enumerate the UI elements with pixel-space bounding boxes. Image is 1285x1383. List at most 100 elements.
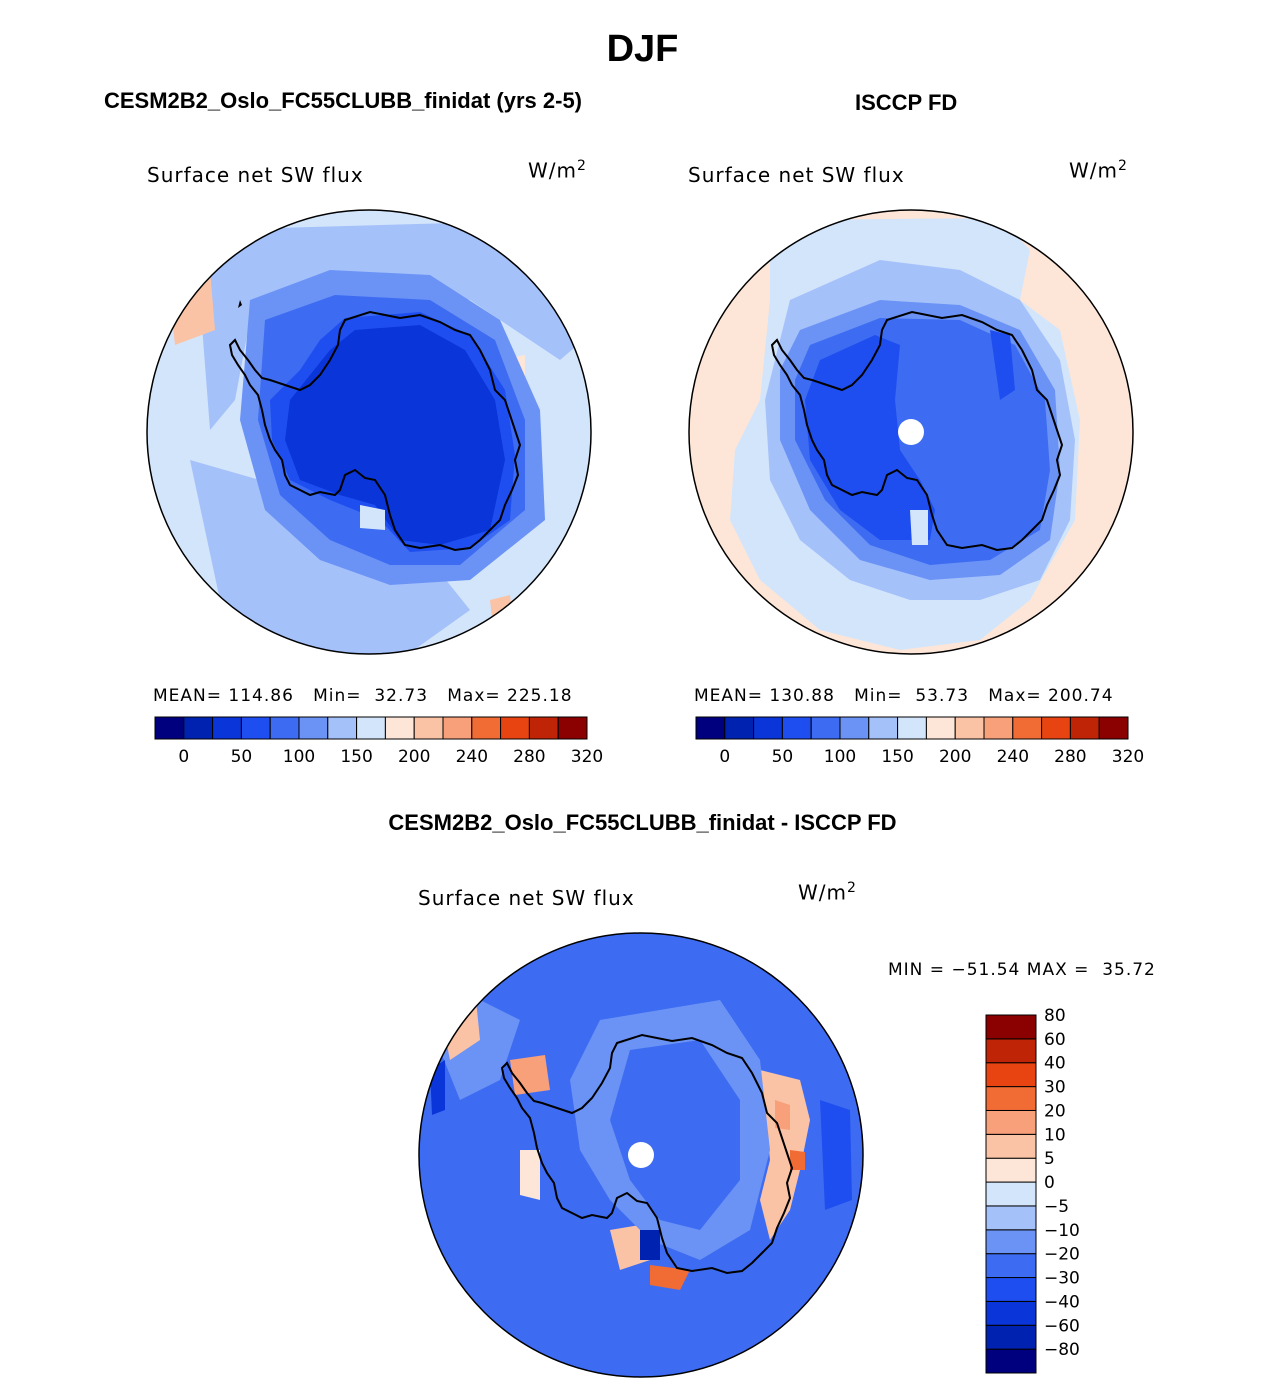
colorbar1-swatch: [471, 716, 502, 740]
colorbar3-tick-label: 10: [1044, 1125, 1066, 1145]
colorbar3-swatch: [985, 1157, 1037, 1183]
colorbar2-swatch: [1098, 716, 1129, 740]
colorbar3-tick-label: 80: [1044, 1006, 1066, 1026]
colorbar3-tick-label: −5: [1044, 1197, 1069, 1217]
colorbar1-swatch: [557, 716, 588, 740]
colorbar3-swatch: [985, 1086, 1037, 1111]
colorbar2-swatch: [810, 716, 841, 740]
colorbar1-swatch: [356, 716, 386, 740]
colorbar3-tick-label: −20: [1044, 1245, 1080, 1265]
page-title: DJF: [606, 28, 679, 70]
colorbar2-swatch: [839, 716, 870, 740]
colorbar2-tick-label: 150: [881, 747, 913, 767]
colorbar2-swatch: [781, 716, 812, 740]
colorbar3-swatch: [985, 1062, 1037, 1088]
colorbar2-swatch: [724, 716, 755, 740]
colorbar2-swatch: [897, 716, 927, 740]
panel3-units: W/m2: [798, 880, 857, 905]
colorbar3-tick-label: 40: [1044, 1054, 1066, 1074]
colorbar2-swatch: [983, 716, 1014, 740]
panel1-title: CESM2B2_Oslo_FC55CLUBB_finidat (yrs 2-5): [104, 88, 583, 113]
colorbar3-tick-label: 30: [1044, 1078, 1066, 1098]
colorbar1-tick-label: 0: [178, 747, 189, 767]
colorbar3-tick-label: 0: [1044, 1173, 1055, 1193]
colorbar2-tick-label: 280: [1054, 747, 1086, 767]
colorbar1-swatch: [528, 716, 559, 740]
colorbar2-swatch: [954, 716, 985, 740]
colorbar1-swatch: [500, 716, 530, 740]
panel3-title: CESM2B2_Oslo_FC55CLUBB_finidat - ISCCP F…: [388, 810, 897, 835]
colorbar1-swatch: [442, 716, 473, 740]
colorbar3-tick-label: −40: [1044, 1292, 1080, 1312]
panel2-title: ISCCP FD: [855, 90, 958, 115]
colorbar1-tick-label: 200: [398, 747, 430, 767]
colorbar3-swatch: [985, 1181, 1037, 1207]
map-panel2: [688, 209, 1134, 655]
colorbar3-swatch: [985, 1277, 1037, 1302]
panel1-units: W/m2: [528, 158, 587, 183]
panel1-min: 32.73: [374, 686, 429, 706]
colorbar1-swatch: [212, 716, 242, 740]
panel2-mean: 130.88: [769, 686, 835, 706]
colorbar3-swatch: [985, 1253, 1037, 1279]
panel1-variable-label: Surface net SW flux: [147, 163, 364, 187]
panel2-max: 200.74: [1048, 686, 1114, 706]
colorbar3-swatch: [985, 1109, 1037, 1135]
colorbar-panel1: 0 50 100 150 200 240 280 320: [154, 716, 603, 767]
panel3-stats: MIN = −51.54 MAX = 35.72: [888, 960, 1156, 980]
colorbar1-tick-label: 240: [456, 747, 488, 767]
colorbar2-tick-label: 0: [719, 747, 730, 767]
colorbar2-swatch: [1041, 716, 1071, 740]
panel1-stats: MEAN= 114.86 Min= 32.73 Max= 225.18: [153, 686, 573, 706]
colorbar3-swatch: [985, 1324, 1037, 1350]
colorbar2-swatch: [868, 716, 899, 740]
panel1-mean: 114.86: [228, 686, 294, 706]
colorbar2-swatch: [1012, 716, 1043, 740]
panel2-stats: MEAN= 130.88 Min= 53.73 Max= 200.74: [694, 686, 1114, 706]
colorbar3-tick-label: −60: [1044, 1316, 1080, 1336]
panel2-min: 53.73: [915, 686, 970, 706]
colorbar3-swatch: [985, 1038, 1037, 1064]
colorbar3-tick-label: −30: [1044, 1269, 1080, 1289]
colorbar2-swatch: [925, 716, 956, 740]
colorbar3-swatch: [985, 1229, 1037, 1255]
colorbar1-swatch: [240, 716, 271, 740]
colorbar1-tick-label: 50: [231, 747, 253, 767]
colorbar2-tick-label: 100: [824, 747, 856, 767]
panel3-min: −51.54: [951, 960, 1021, 980]
map-panel3: [418, 932, 864, 1378]
colorbar1-swatch: [327, 716, 358, 740]
colorbar1-tick-label: 100: [283, 747, 315, 767]
colorbar3-swatch: [985, 1348, 1037, 1374]
colorbar1-tick-label: 150: [340, 747, 372, 767]
colorbar2-tick-label: 200: [939, 747, 971, 767]
panel1-max: 225.18: [507, 686, 573, 706]
colorbar2-tick-label: 240: [997, 747, 1029, 767]
colorbar3-tick-label: −10: [1044, 1221, 1080, 1241]
panel3-variable-label: Surface net SW flux: [418, 886, 635, 910]
colorbar1-tick-label: 280: [513, 747, 545, 767]
panel3-max: 35.72: [1102, 960, 1156, 980]
colorbar3-tick-label: 60: [1044, 1030, 1066, 1050]
colorbar1-tick-label: 320: [571, 747, 603, 767]
colorbar3-swatch: [985, 1014, 1037, 1040]
colorbar3-tick-label: 20: [1044, 1101, 1066, 1121]
colorbar3-swatch: [985, 1300, 1037, 1326]
colorbar-panel3: −80 −60 −40 −30 −20 −10 −5 0 5 10 20 30 40 60 80: [985, 1006, 1080, 1374]
colorbar3-swatch: [985, 1133, 1037, 1159]
colorbar-panel2: 0 50 100 150 200 240 280 320: [695, 716, 1144, 767]
colorbar1-swatch: [154, 716, 185, 740]
colorbar2-swatch: [695, 716, 726, 740]
map-panel1: [146, 209, 592, 655]
panel2-variable-label: Surface net SW flux: [688, 163, 905, 187]
colorbar2-tick-label: 320: [1112, 747, 1144, 767]
colorbar1-swatch: [413, 716, 444, 740]
colorbar3-swatch: [985, 1205, 1037, 1231]
colorbar3-tick-label: −80: [1044, 1340, 1080, 1360]
colorbar1-swatch: [384, 716, 415, 740]
colorbar1-swatch: [269, 716, 300, 740]
panel2-units: W/m2: [1069, 158, 1128, 183]
colorbar2-tick-label: 50: [772, 747, 794, 767]
colorbar1-swatch: [298, 716, 329, 740]
